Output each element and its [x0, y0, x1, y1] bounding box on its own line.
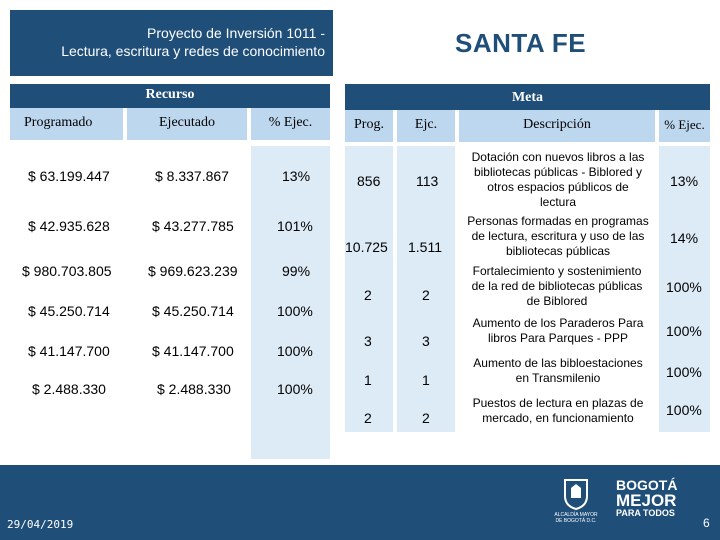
footer-date: 29/04/2019 [7, 518, 74, 531]
project-title-line2: Lectura, escritura y redes de conocimien… [61, 43, 325, 59]
recurso-pct-cell: 100% [277, 343, 313, 359]
meta-prog-cell: 1 [364, 372, 372, 388]
meta-ejc-cell: 1.511 [408, 239, 442, 255]
meta-descripcion-cell: Aumento de las bibloestaciones en Transm… [473, 356, 643, 385]
meta-prog-cell: 2 [364, 410, 372, 426]
col-header-meta-pct-ejec: % Ejec. [659, 110, 710, 142]
recurso-ejecutado-cell: $ 43.277.785 [152, 218, 234, 234]
recurso-header: Recurso [10, 84, 330, 108]
meta-ejc-column-shade [397, 146, 455, 432]
recurso-programado-cell: $ 41.147.700 [28, 343, 110, 359]
meta-prog-cell: 856 [357, 173, 381, 189]
recurso-programado-cell: $ 63.199.447 [28, 168, 110, 184]
location-title: SANTA FE [455, 28, 587, 58]
col-header-ejecutado: Ejecutado [127, 108, 247, 140]
meta-prog-cell: 2 [364, 287, 372, 303]
meta-ejc-cell: 2 [422, 410, 430, 426]
meta-descripcion-cell: Fortalecimiento y sostenimiento de la re… [471, 264, 643, 308]
meta-prog-column-shade [345, 146, 393, 432]
recurso-ejecutado-cell: $ 969.623.239 [148, 263, 238, 279]
meta-prog-cell: 3 [364, 333, 372, 349]
recurso-ejecutado-cell: $ 41.147.700 [152, 343, 234, 359]
meta-ejc-cell: 2 [422, 287, 430, 303]
meta-pct-cell: 14% [670, 230, 699, 246]
col-header-meta-prog: Prog. [345, 110, 393, 142]
recurso-programado-cell: $ 42.935.628 [28, 218, 110, 234]
recurso-ejecutado-cell: $ 8.337.867 [155, 168, 229, 184]
recurso-pct-cell: 13% [282, 168, 311, 184]
recurso-pct-cell: 101% [277, 218, 313, 234]
meta-ejc-cell: 1 [422, 372, 430, 388]
recurso-ejecutado-cell: $ 45.250.714 [152, 303, 234, 319]
meta-descripcion-cell: Personas formadas en programas de lectur… [467, 214, 649, 258]
meta-descripcion-cell: Dotación con nuevos libros a las bibliot… [471, 150, 645, 209]
recurso-pct-cell: 100% [277, 381, 313, 397]
meta-pct-column-shade [659, 146, 710, 432]
project-title-line1: Proyecto de Inversión 1011 - [147, 25, 325, 41]
col-header-descripcion: Descripción [459, 110, 655, 142]
meta-ejc-cell: 113 [416, 173, 439, 189]
meta-pct-cell: 13% [670, 173, 699, 189]
meta-pct-cell: 100% [666, 323, 702, 339]
meta-descripcion-cell: Aumento de los Paraderos Para libros Par… [472, 316, 644, 345]
col-header-pct-ejec: % Ejec. [251, 108, 330, 140]
meta-header: Meta [345, 84, 710, 110]
meta-ejc-cell: 3 [422, 333, 430, 349]
col-header-meta-ejc: Ejc. [397, 110, 455, 142]
footer-band [0, 465, 720, 540]
recurso-programado-cell: $ 980.703.805 [22, 263, 112, 279]
recurso-pct-cell: 100% [277, 303, 313, 319]
recurso-ejecutado-cell: $ 2.488.330 [157, 381, 231, 397]
bogota-mejor-logo: BOGOTÁ MEJOR PARA TODOS [616, 477, 678, 519]
page-number: 6 [703, 516, 710, 530]
recurso-pct-cell: 99% [282, 263, 311, 279]
coat-of-arms-icon [564, 479, 588, 510]
meta-descripcion-cell: Puestos de lectura en plazas de mercado,… [472, 396, 644, 425]
recurso-programado-cell: $ 45.250.714 [28, 303, 110, 319]
meta-pct-cell: 100% [666, 279, 702, 295]
recurso-programado-cell: $ 2.488.330 [32, 381, 106, 397]
alcaldia-logo: ALCALDÍA MAYOR DE BOGOTÁ D.C. [548, 478, 604, 530]
project-title-box: Proyecto de Inversión 1011 - Lectura, es… [10, 10, 333, 76]
col-header-programado: Programado [10, 108, 123, 140]
pct-column-shade [251, 146, 330, 459]
meta-pct-cell: 100% [666, 402, 702, 418]
meta-pct-cell: 100% [666, 364, 702, 380]
meta-prog-cell: 10.725 [345, 239, 388, 255]
